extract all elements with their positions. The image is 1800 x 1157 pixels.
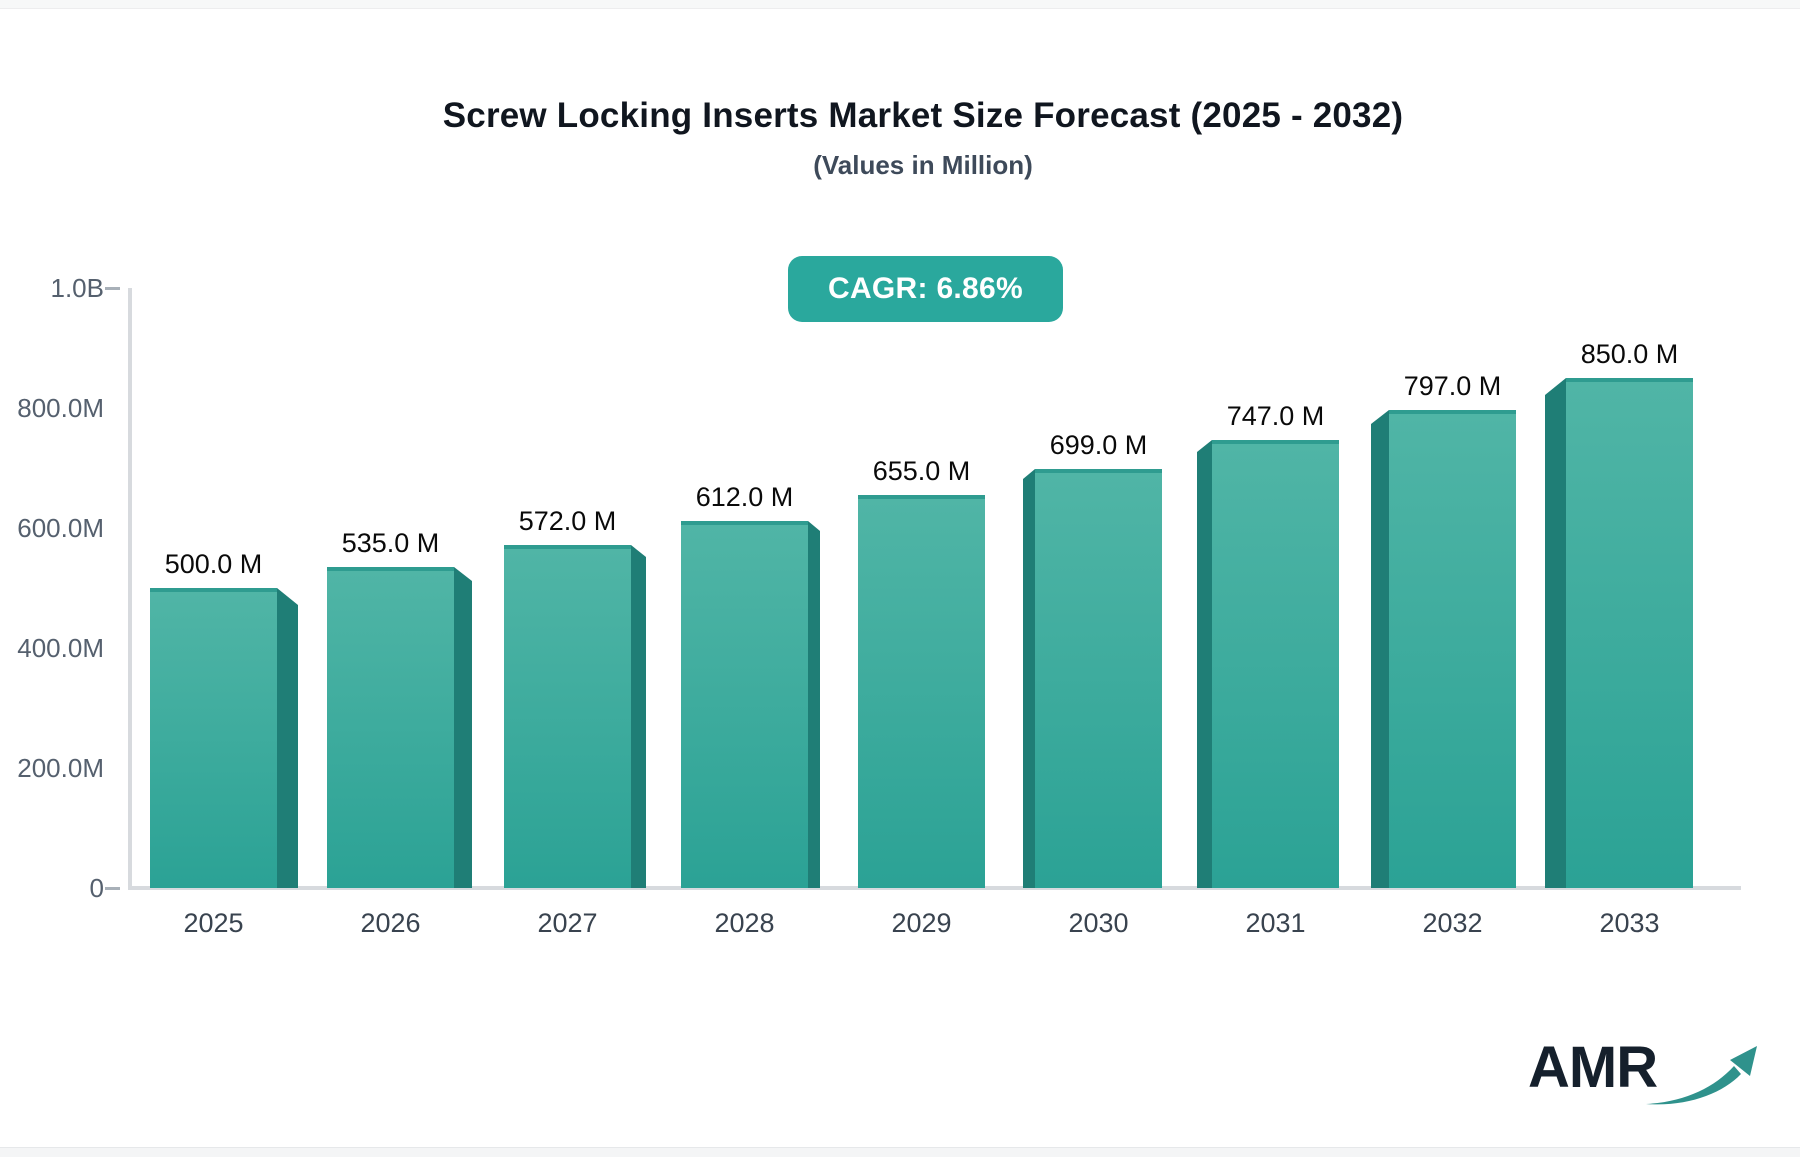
bar-3d-side-2025 [277,588,298,888]
bar-2031 [1212,440,1339,888]
bar-value-label-2033: 850.0 M [1580,339,1679,369]
x-axis-label-2029: 2029 [891,908,952,938]
bar-value-label-2029: 655.0 M [872,456,971,486]
bar-2033 [1566,378,1693,888]
y-axis-tick-label: 800.0M [17,393,104,423]
y-axis-tick-label: 1.0B [50,273,105,303]
bar-value-label-2031: 747.0 M [1226,401,1325,431]
x-axis-label-2031: 2031 [1245,908,1306,938]
brand-logo-text: AMR [1528,1035,1658,1100]
y-axis-tick-mark [105,887,120,890]
page-bottom-border [0,1147,1800,1157]
x-axis-label-2030: 2030 [1068,908,1129,938]
bar-3d-side-2031 [1197,440,1212,888]
x-axis-label-2025: 2025 [183,908,244,938]
x-axis-label-2028: 2028 [714,908,775,938]
x-axis-label-2033: 2033 [1599,908,1660,938]
bar-value-label-2025: 500.0 M [164,549,263,579]
y-axis-line [128,288,132,890]
x-axis-label-2027: 2027 [537,908,598,938]
y-axis-tick-label: 0 [89,873,104,903]
bar-value-label-2032: 797.0 M [1403,371,1502,401]
x-axis-label-2032: 2032 [1422,908,1483,938]
x-axis-label-2026: 2026 [360,908,421,938]
chart-subtitle: (Values in Million) [813,150,1033,180]
y-axis-tick-mark [105,287,120,290]
bar-2028 [681,521,808,888]
bar-2030 [1035,469,1162,888]
growth-arrow-icon [1646,1046,1757,1105]
chart-header: Screw Locking Inserts Market Size Foreca… [46,0,1800,180]
bar-3d-side-2032 [1371,410,1389,888]
bar-3d-side-2030 [1023,469,1035,888]
bar-2029 [858,495,985,888]
chart-title: Screw Locking Inserts Market Size Foreca… [442,96,1404,135]
bar-value-label-2030: 699.0 M [1049,430,1148,460]
cagr-badge: CAGR: 6.86% [788,256,1063,322]
bar-value-label-2027: 572.0 M [518,506,617,536]
bar-value-label-2028: 612.0 M [695,482,794,512]
brand-logo: AMR [1528,1035,1757,1116]
bar-2027 [504,545,631,888]
cagr-badge-label: CAGR: 6.86% [827,272,1024,305]
y-axis-tick-label: 200.0M [17,753,104,783]
bar-2032 [1389,410,1516,888]
y-axis-tick-label: 400.0M [17,633,104,663]
bar-value-label-2026: 535.0 M [341,528,440,558]
bar-2026 [327,567,454,888]
page-top-border [0,0,1800,9]
bar-3d-side-2033 [1545,378,1566,888]
bar-3d-side-2028 [808,521,820,888]
x-axis-baseline [128,886,1741,890]
bar-3d-side-2027 [631,545,646,888]
y-axis-tick-label: 600.0M [17,513,104,543]
bar-2025 [150,588,277,888]
bar-3d-side-2026 [454,567,472,888]
